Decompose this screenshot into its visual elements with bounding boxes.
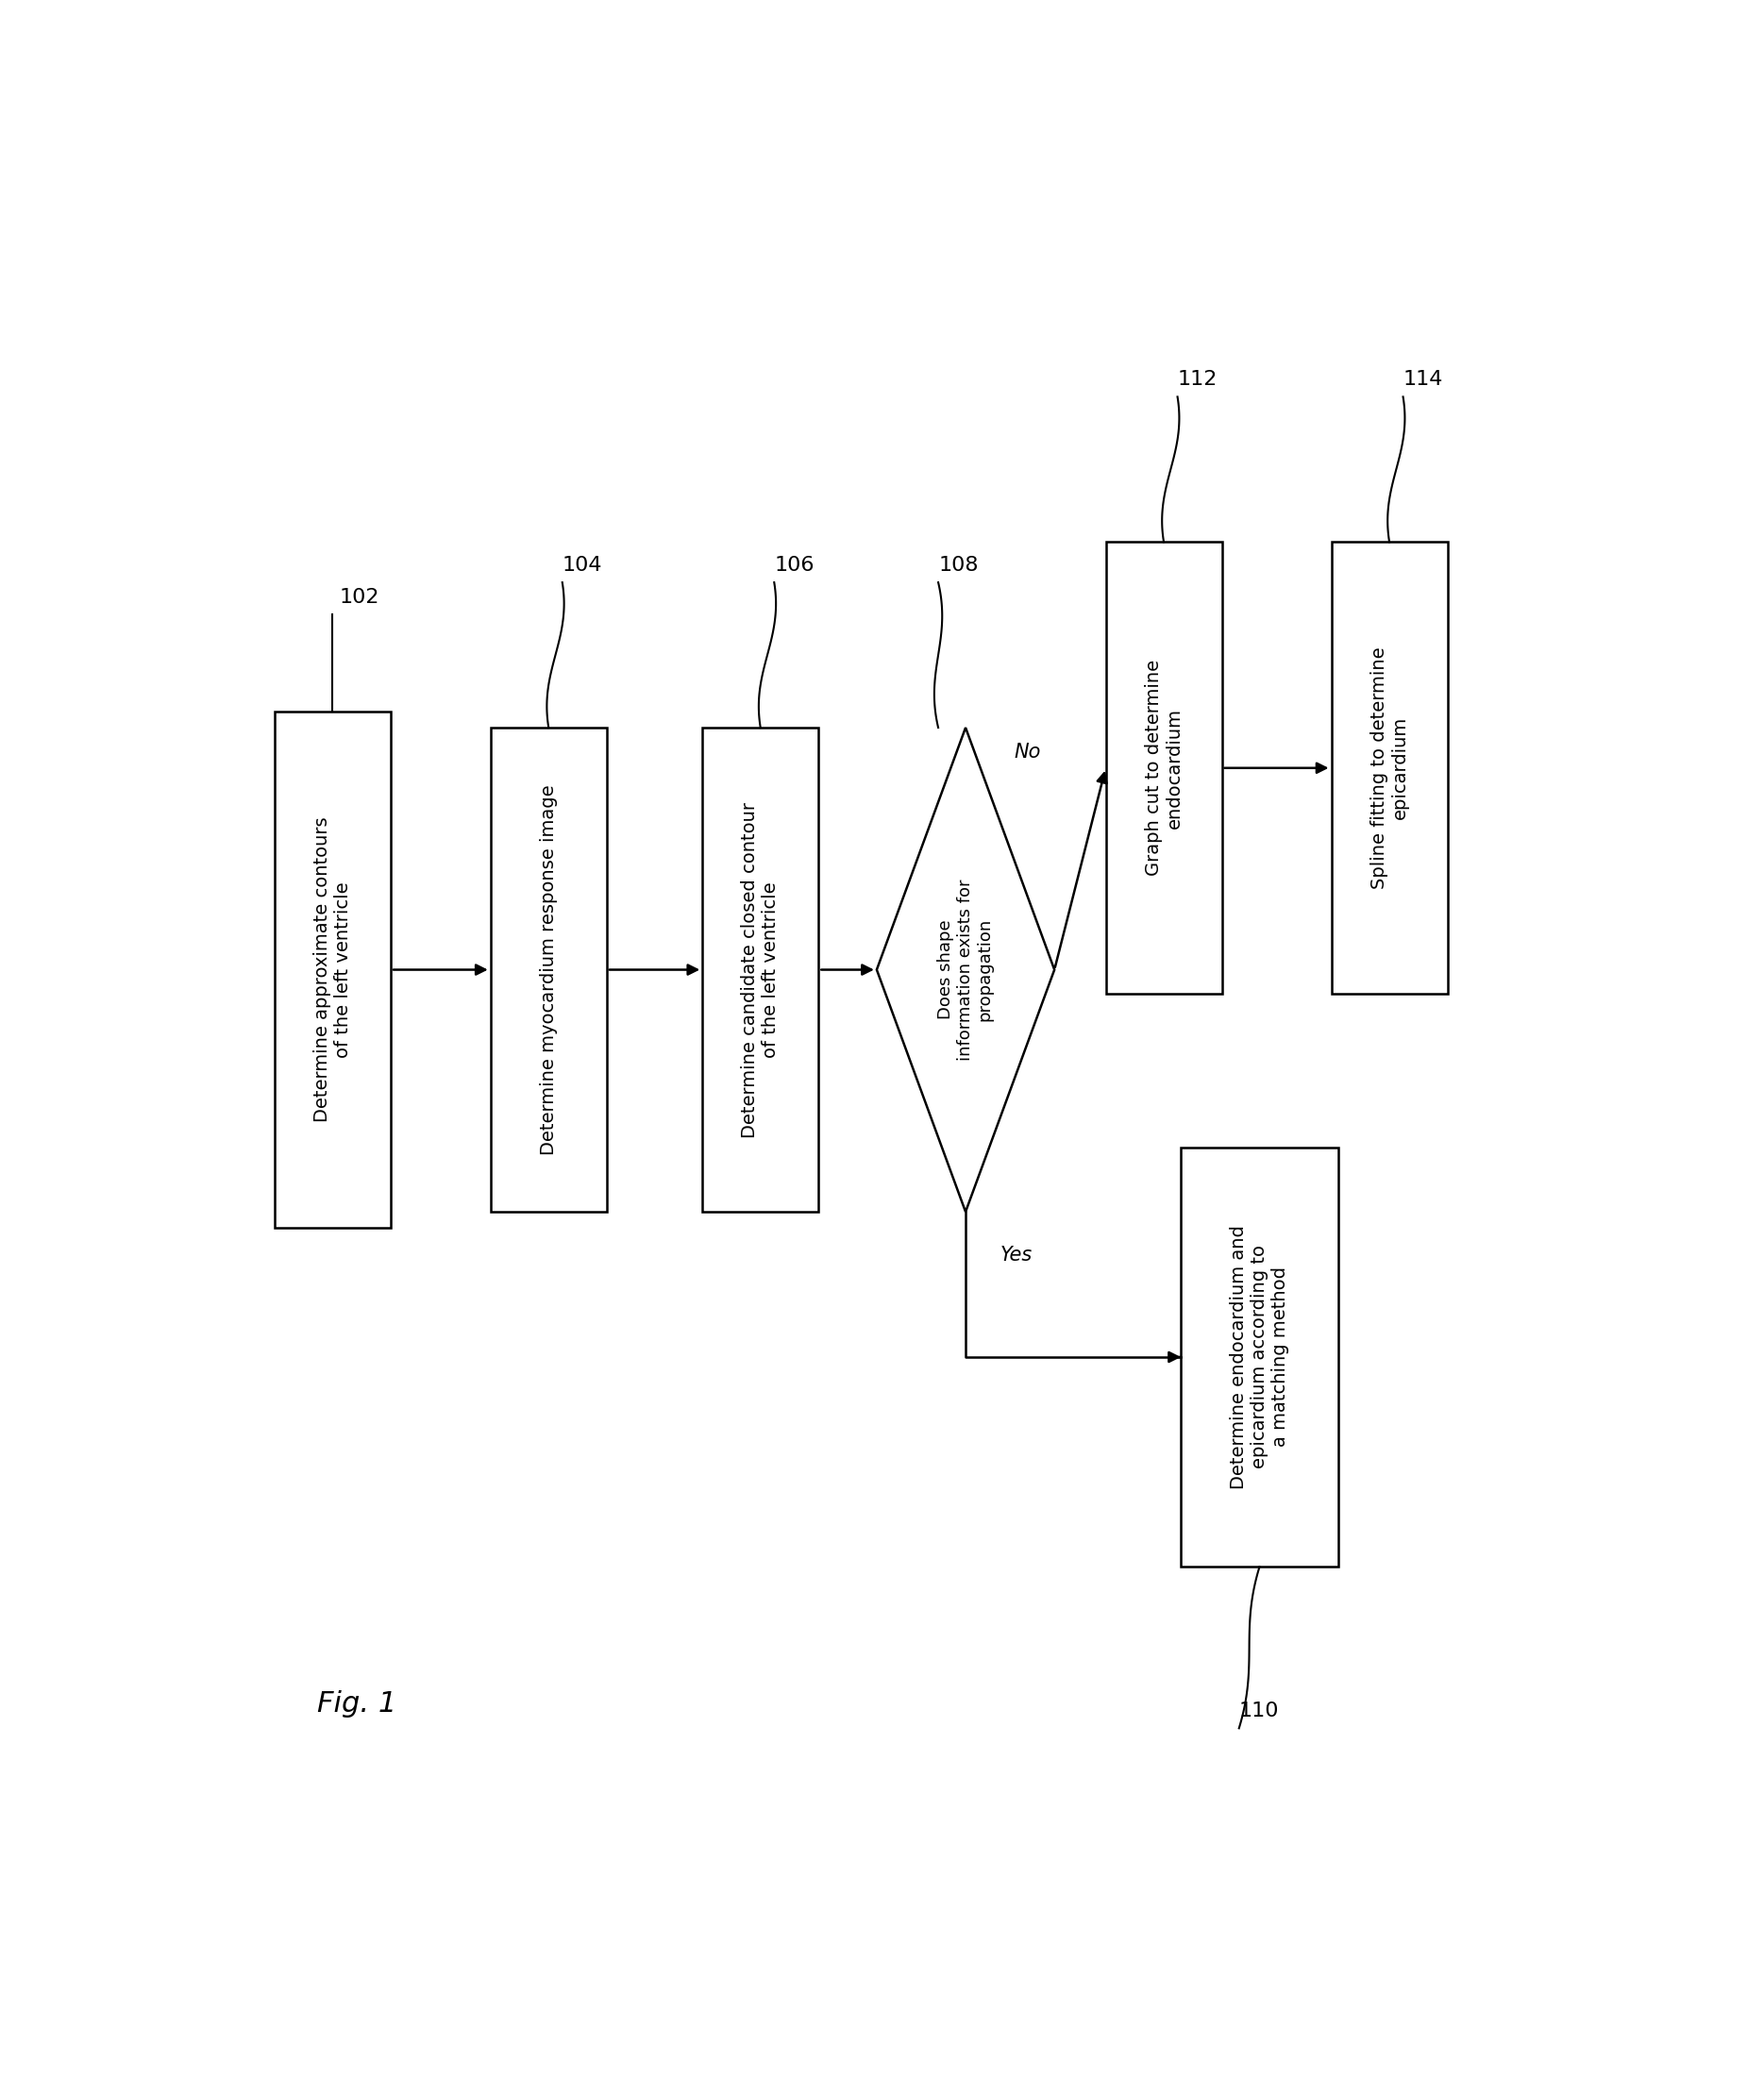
Text: 112: 112 [1178,369,1217,388]
Text: Fig. 1: Fig. 1 [318,1689,397,1719]
Bar [1106,543,1222,994]
Text: No: No [1014,742,1041,761]
Text: 110: 110 [1238,1702,1279,1721]
Text: 102: 102 [339,587,379,606]
Text: 108: 108 [938,555,979,574]
Text: Does shape
information exists for
propagation: Does shape information exists for propag… [937,878,993,1061]
Text: Yes: Yes [1000,1245,1032,1264]
Bar [490,727,607,1211]
Text: Determine candidate closed contour
of the left ventricle: Determine candidate closed contour of th… [741,803,780,1138]
Bar [702,727,818,1211]
Text: Determine approximate contours
of the left ventricle: Determine approximate contours of the le… [314,817,353,1123]
Text: Graph cut to determine
endocardium: Graph cut to determine endocardium [1145,660,1184,876]
Bar [1332,543,1448,994]
Text: 106: 106 [774,555,815,574]
Bar [275,711,390,1228]
Polygon shape [877,727,1055,1211]
Text: 104: 104 [563,555,602,574]
Text: Spline fitting to determine
epicardium: Spline fitting to determine epicardium [1371,648,1409,889]
Bar [1180,1147,1339,1568]
Text: 114: 114 [1402,369,1443,388]
Text: Determine endocardium and
epicardium according to
a matching method: Determine endocardium and epicardium acc… [1230,1224,1289,1488]
Text: Determine myocardium response image: Determine myocardium response image [540,784,557,1155]
